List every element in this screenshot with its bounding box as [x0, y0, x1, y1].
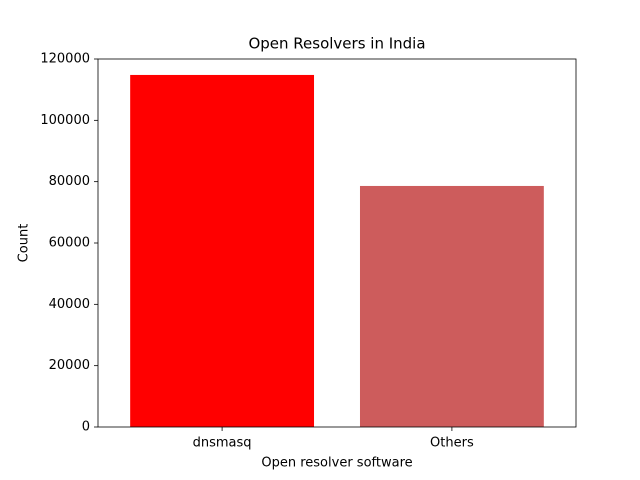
x-tick-label: dnsmasq — [193, 436, 252, 451]
bar — [130, 74, 315, 428]
plot-area — [130, 74, 544, 428]
y-tick-label: 60000 — [49, 236, 90, 251]
x-axis-label: Open resolver software — [261, 456, 412, 471]
chart-title: Open Resolvers in India — [248, 35, 425, 53]
bar — [359, 185, 544, 427]
y-tick-label: 120000 — [40, 52, 90, 67]
y-tick-label: 100000 — [40, 113, 90, 128]
y-tick-label: 20000 — [49, 358, 90, 373]
x-tick-label: Others — [430, 436, 474, 451]
y-tick-label: 0 — [82, 420, 90, 435]
y-axis-label: Count — [17, 224, 32, 263]
y-tick-label: 80000 — [49, 174, 90, 189]
y-tick-label: 40000 — [49, 297, 90, 312]
